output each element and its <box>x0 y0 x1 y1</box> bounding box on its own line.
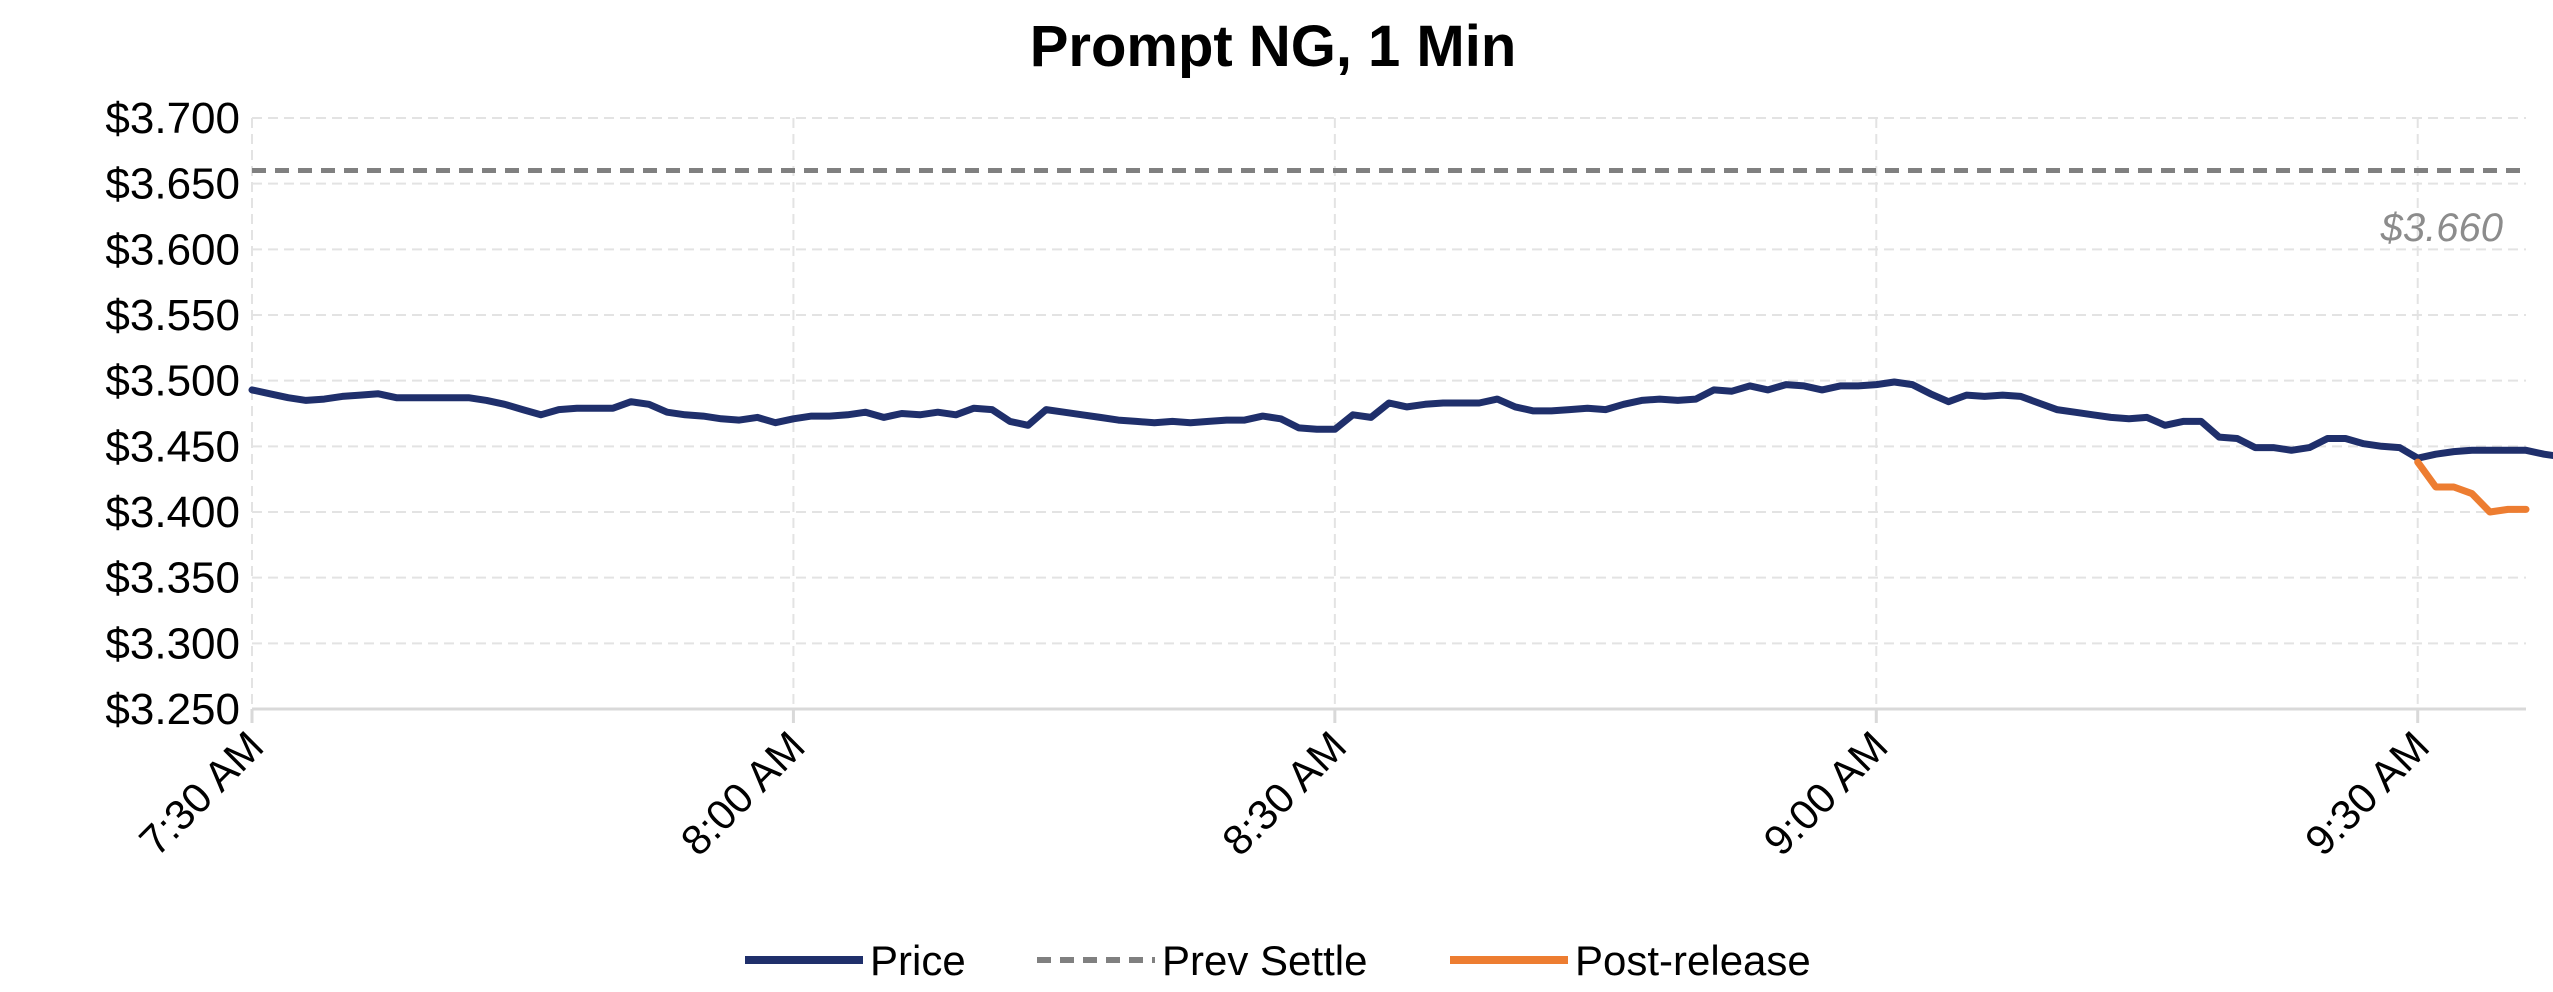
plot-area <box>248 168 2553 516</box>
series-line-post-release <box>2414 458 2530 516</box>
x-axis: 7:30 AM 8:00 AM 8:30 AM 9:00 AM 9:30 AM <box>130 707 2526 864</box>
x-tick-label: 8:30 AM <box>1213 722 1355 864</box>
legend: Price Prev Settle Post-release <box>745 937 1811 984</box>
y-tick-label: $3.700 <box>105 94 240 143</box>
y-tick-label: $3.600 <box>105 225 240 274</box>
series-line-price <box>248 378 2553 462</box>
legend-label-post-release: Post-release <box>1575 937 1811 984</box>
y-tick-label: $3.300 <box>105 619 240 668</box>
y-tick-label: $3.500 <box>105 357 240 406</box>
legend-label-prev-settle: Prev Settle <box>1162 937 1367 984</box>
chart-title: Prompt NG, 1 Min <box>1030 14 1517 79</box>
y-tick-label: $3.250 <box>105 685 240 734</box>
x-tick-label: 9:00 AM <box>1754 722 1896 864</box>
y-tick-label: $3.550 <box>105 291 240 340</box>
x-tick-label: 9:30 AM <box>2296 722 2438 864</box>
legend-label-price: Price <box>870 937 966 984</box>
prev-settle-annotation: $3.660 <box>2380 206 2503 250</box>
gridlines <box>251 117 2526 709</box>
y-tick-label: $3.350 <box>105 554 240 603</box>
y-tick-label: $3.400 <box>105 488 240 537</box>
y-tick-label: $3.650 <box>105 160 240 209</box>
x-tick-label: 8:00 AM <box>672 722 814 864</box>
x-tick-label: 7:30 AM <box>130 722 272 864</box>
y-axis: $3.250 $3.300 $3.350 $3.400 $3.450 $3.500 $3.5… <box>105 94 240 734</box>
y-tick-label: $3.450 <box>105 422 240 471</box>
